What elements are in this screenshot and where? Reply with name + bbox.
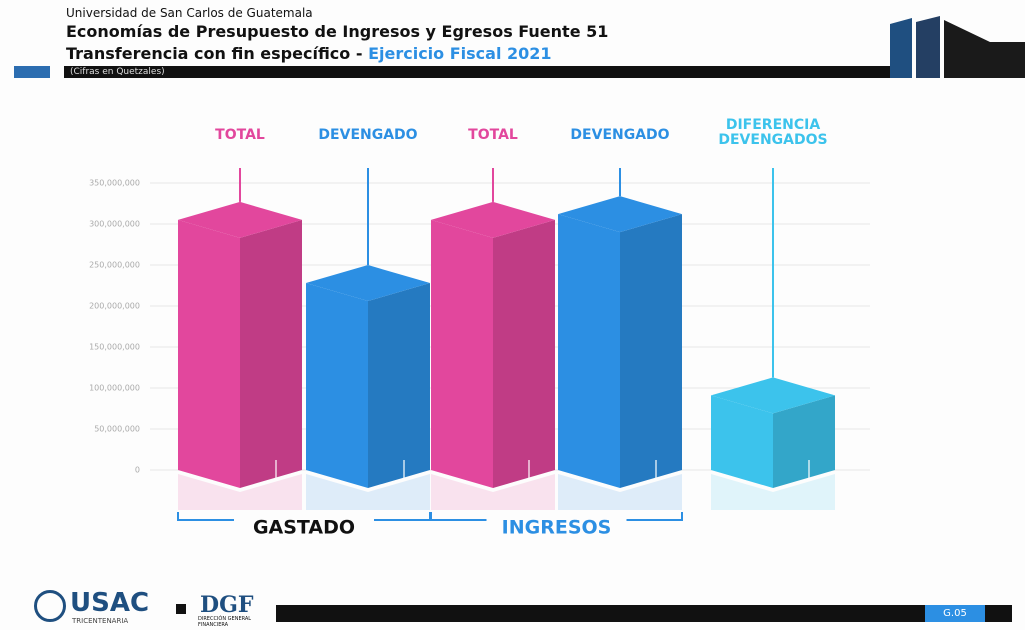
group-label: GASTADO [253, 517, 355, 539]
footer-band [276, 605, 1012, 622]
y-tick-label: 0 [135, 466, 140, 475]
group-bracket [431, 512, 487, 520]
y-tick-label: 200,000,000 [89, 302, 140, 311]
category-label: DIFERENCIA DEVENGADOS [713, 118, 833, 148]
footer-square [176, 604, 186, 614]
group-bracket [178, 512, 234, 520]
category-label: TOTAL [180, 128, 300, 143]
bar [306, 265, 430, 510]
bar-right-face [368, 283, 430, 488]
y-tick-label: 100,000,000 [89, 384, 140, 393]
bar [711, 377, 835, 510]
bar [558, 196, 682, 510]
category-label: DEVENGADO [560, 128, 680, 143]
usac-sub: TRICENTENARIA [72, 617, 128, 625]
group-bracket [374, 512, 430, 520]
y-tick-label: 350,000,000 [89, 179, 140, 188]
bar-right-face [240, 220, 302, 488]
dgf-logo: DGF [200, 592, 254, 618]
usac-logo: USAC [70, 588, 149, 618]
bar [178, 202, 302, 510]
chart: 0 50,000,000 100,000,000 150,000,000 200,000… [0, 0, 1025, 600]
page-number: G.05 [925, 605, 985, 622]
dgf-sub: DIRECCIÓN GENERAL FINANCIERA [198, 616, 268, 628]
bar-left-face [558, 214, 620, 488]
y-tick-label: 50,000,000 [94, 425, 140, 434]
y-tick-label: 150,000,000 [89, 343, 140, 352]
usac-seal [34, 590, 66, 622]
slide: Universidad de San Carlos de Guatemala E… [0, 0, 1025, 630]
group-label: INGRESOS [502, 517, 612, 539]
bar-left-face [178, 220, 240, 488]
bar-left-face [431, 220, 493, 488]
category-label: TOTAL [433, 128, 553, 143]
y-tick-label: 250,000,000 [89, 261, 140, 270]
bar-left-face [306, 283, 368, 488]
bar-right-face [493, 220, 555, 488]
y-tick-label: 300,000,000 [89, 220, 140, 229]
category-label: DEVENGADO [308, 128, 428, 143]
bar [431, 202, 555, 510]
bar-right-face [620, 214, 682, 488]
group-bracket [627, 512, 683, 520]
